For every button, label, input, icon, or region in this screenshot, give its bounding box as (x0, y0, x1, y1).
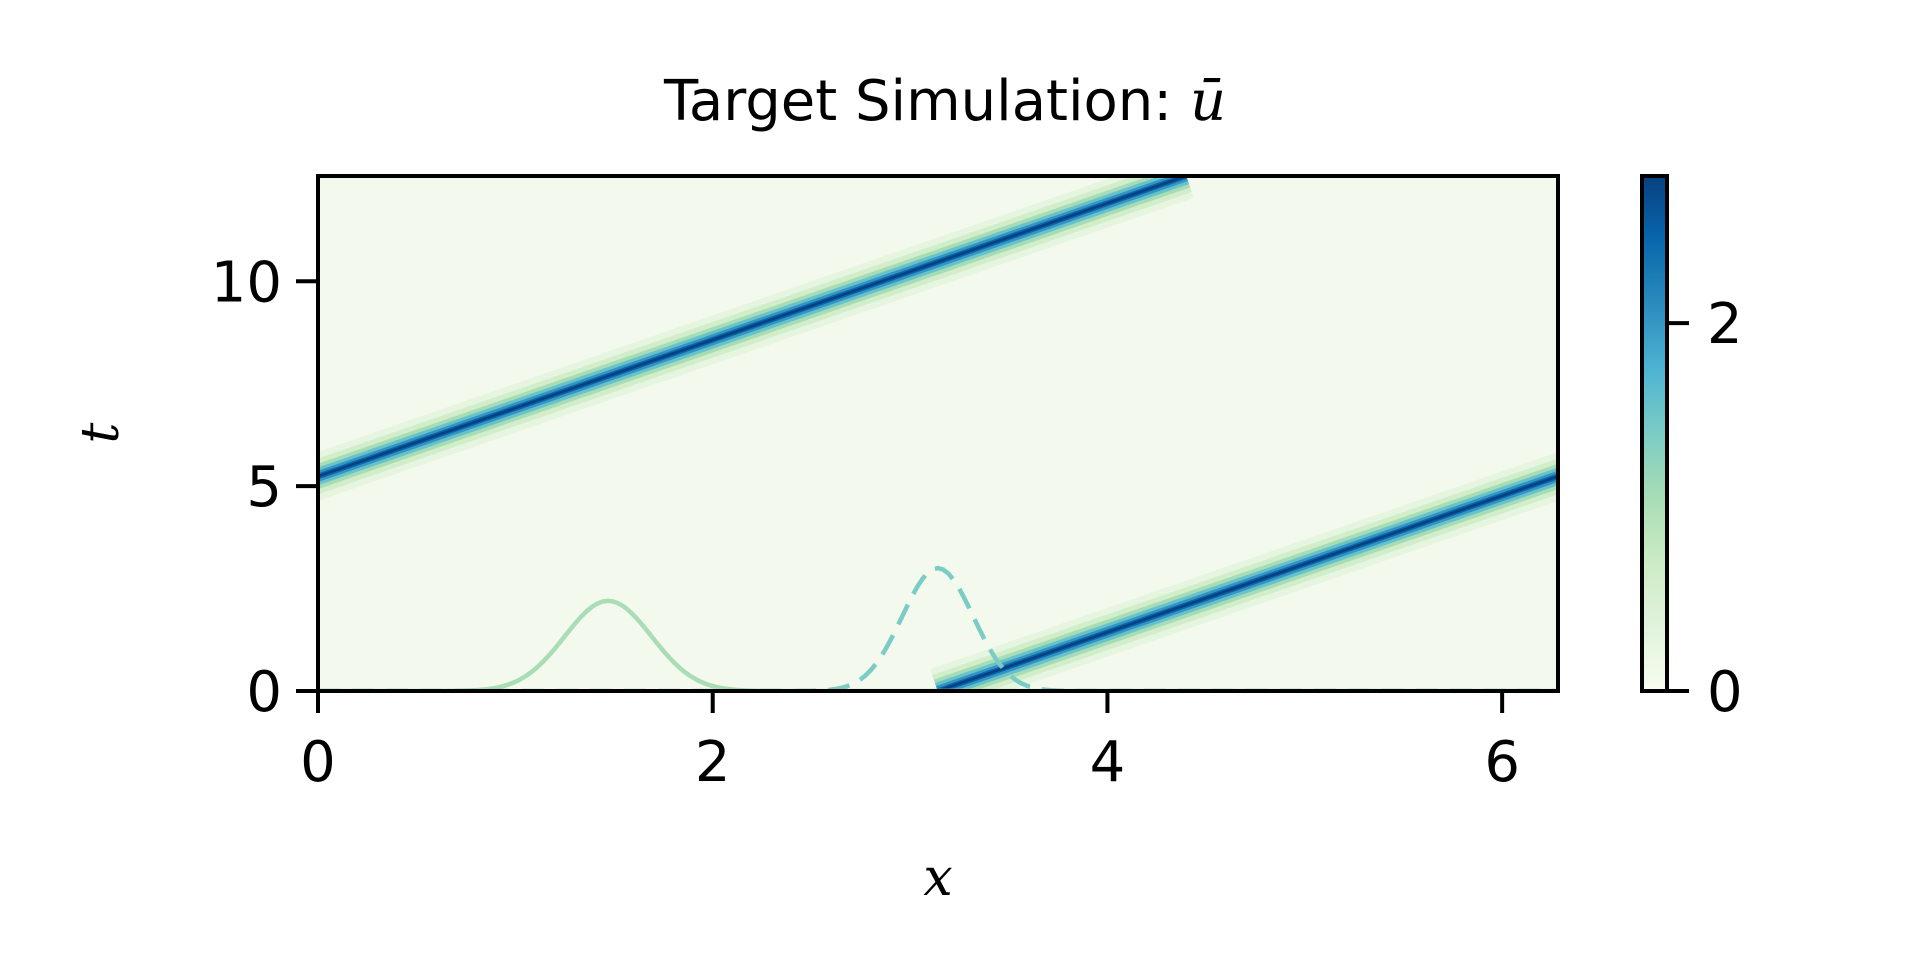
initial-profile-curve (318, 598, 1558, 691)
y-tick-label: 0 (246, 660, 282, 725)
y-tick-label: 10 (211, 250, 282, 315)
colorbar-tick-label: 2 (1707, 292, 1743, 357)
x-tick-label: 4 (1090, 730, 1126, 795)
x-tick-label: 0 (300, 730, 336, 795)
plot-frame (316, 174, 1560, 693)
y-axis: 0 5 10 (211, 250, 318, 725)
colorbar-gradient (1640, 174, 1669, 693)
target-profile-curve (318, 565, 1558, 691)
wave-band-layer (318, 176, 1187, 478)
chart-title: Target Simulation: ū (663, 69, 1226, 134)
colorbar-tick-label: 0 (1707, 660, 1743, 725)
colorbar-ticks: 02 (1667, 292, 1743, 725)
x-axis: 0 2 4 6 (300, 691, 1520, 795)
plot-area (316, 174, 1560, 693)
x-tick-label: 6 (1484, 730, 1520, 795)
profile-curves (318, 565, 1558, 691)
colorbar: 02 (1640, 174, 1743, 725)
y-axis-label: t (71, 422, 131, 443)
wave-bands (318, 176, 1558, 691)
y-tick-label: 5 (246, 455, 282, 520)
x-tick-label: 2 (695, 730, 731, 795)
wave-band-layer (937, 474, 1558, 691)
x-axis-label: x (923, 848, 952, 908)
